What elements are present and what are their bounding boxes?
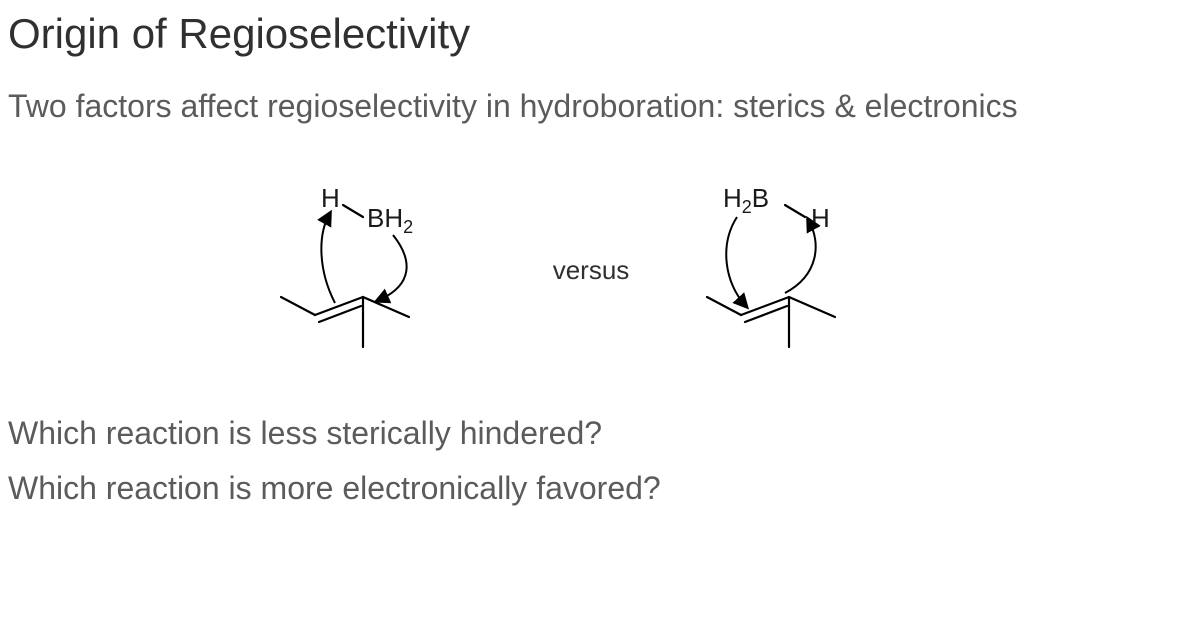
diagram-left: H BH2 [263,175,493,365]
label-h-right: H [811,203,830,233]
label-h2b-right: H2B [723,183,769,217]
subtitle: Two factors affect regioselectivity in h… [8,88,1174,125]
diagram-row: H BH2 versus [8,175,1174,365]
label-h-left: H [321,183,340,213]
versus-label: versus [553,255,630,286]
label-bh2-left: BH2 [367,203,413,237]
question-sterics: Which reaction is less sterically hinder… [8,415,1174,452]
diagram-right: H2B H [689,175,919,365]
question-electronics: Which reaction is more electronically fa… [8,470,1174,507]
page-title: Origin of Regioselectivity [8,10,1174,58]
